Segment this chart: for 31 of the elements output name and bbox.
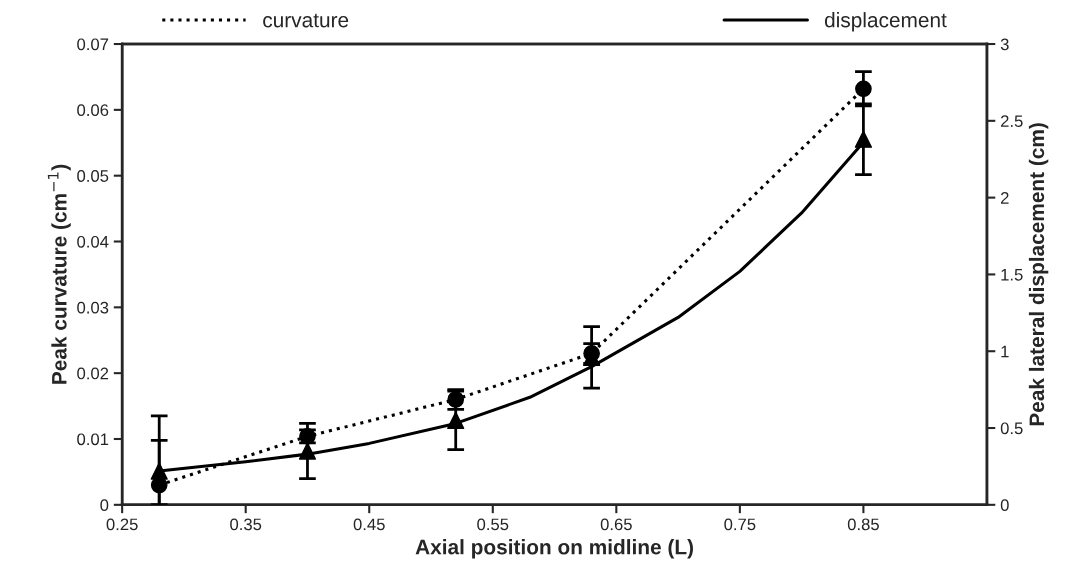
y2-tick-label: 1 xyxy=(1001,345,1009,358)
x-tick-label: 0.55 xyxy=(477,518,509,531)
x-tick-label: 0.65 xyxy=(600,518,632,531)
x-tick-label: 0.25 xyxy=(106,518,138,531)
legend-label: curvature xyxy=(263,13,349,28)
y-tick-label: 0.06 xyxy=(77,104,109,117)
point xyxy=(298,442,317,460)
x-tick-label: 0.45 xyxy=(353,518,385,531)
y2-tick-label: 1.5 xyxy=(1001,269,1023,281)
y-tick-label: 0 xyxy=(100,499,109,512)
y-tick-label: 0.02 xyxy=(77,367,109,380)
x-axis-title: Axial position on midline (L) xyxy=(415,539,693,559)
point xyxy=(854,130,873,148)
point xyxy=(447,411,465,429)
y2-tick-label: 0 xyxy=(1000,499,1009,512)
y-tick-label: 0.01 xyxy=(77,433,109,446)
y2-tick-label: 3 xyxy=(1000,38,1009,51)
x-tick-label: 0.85 xyxy=(847,518,879,531)
y2-axis-title: Peak lateral displacement (cm) xyxy=(1028,123,1049,426)
y2-tick-label: 2 xyxy=(1000,192,1009,204)
point xyxy=(150,462,168,480)
y2-tick-label: 0.5 xyxy=(1000,422,1023,435)
y-tick-label: 0.04 xyxy=(77,235,109,248)
x-tick-label: 0.75 xyxy=(724,518,756,531)
y-tick-label: 0.05 xyxy=(77,170,109,182)
y-axis-title: Peak curvature (cm$^{−1}$) xyxy=(47,164,71,384)
y-tick-label: 0.03 xyxy=(77,301,109,314)
legend-label: displacement xyxy=(824,12,947,32)
x-tick-label: 0.35 xyxy=(230,518,262,531)
y-tick-label: 0.07 xyxy=(77,38,109,51)
y2-tick-label: 2.5 xyxy=(1000,115,1023,128)
